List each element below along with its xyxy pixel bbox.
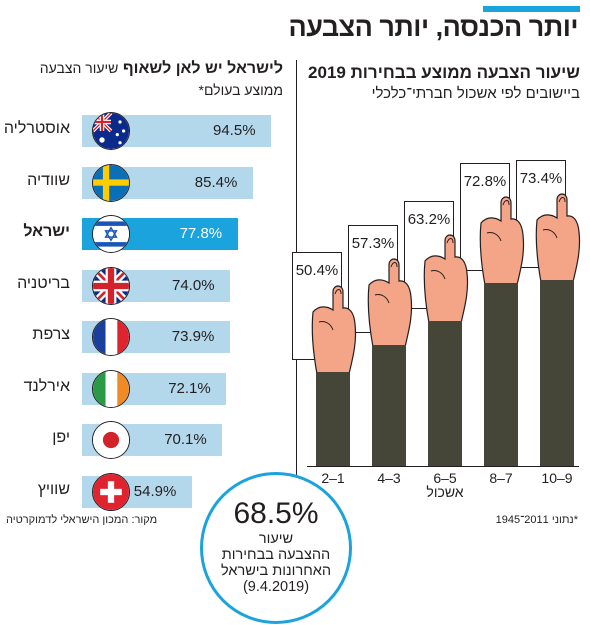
country-value-label: 70.1% (164, 431, 207, 448)
cluster-bar (484, 282, 518, 466)
country-value-label: 54.9% (133, 482, 177, 500)
cluster-axis-title: אשכול (426, 484, 464, 500)
cluster-category-label: 8–7 (489, 470, 513, 486)
cluster-bar (540, 280, 574, 466)
raised-hand-icon (423, 234, 469, 324)
cluster-category-label: 10–9 (541, 470, 573, 486)
cluster-bar (372, 344, 406, 466)
israel-turnout-callout: 68.5% שיעור ההצבעה בבחירות האחרונות בישר… (200, 472, 352, 624)
cluster-category-label: 2–1 (321, 470, 345, 486)
country-value-label: 77.8% (179, 225, 223, 242)
country-name-label: אוסטרליה (3, 120, 70, 137)
country-name-label: שוויץ (37, 480, 70, 498)
country-name-label: בריטניה (17, 274, 70, 292)
left-chart-title: לישראל יש לאן לשאוף שיעור הצבעה (40, 60, 283, 78)
data-years-note: *נתוני 2011־1945 (495, 514, 578, 526)
raised-hand-icon (479, 196, 525, 286)
left-chart-subtitle: ממוצע בעולם* (198, 82, 284, 98)
right-chart-title: שיעור הצבעה ממוצע בבחירות 2019 (308, 63, 580, 82)
country-value-label: 72.1% (168, 379, 211, 397)
country-name-label: ישראל (23, 223, 70, 240)
cluster-category-label: 4–3 (377, 470, 401, 486)
callout-line-1: שיעור (258, 531, 294, 547)
cluster-bar (316, 372, 350, 466)
cluster-bar (428, 321, 462, 466)
cluster-axis-line (307, 466, 579, 467)
sweden-flag (92, 163, 130, 202)
page-title: יותר הכנסה, יותר הצבעה (288, 12, 579, 42)
ireland-flag (92, 369, 130, 408)
country-name-label: יפן (52, 429, 70, 446)
raised-hand-icon (367, 258, 413, 348)
callout-line-3: האחרונות בישראל (220, 563, 332, 579)
uk-flag (92, 266, 130, 305)
australia-flag (92, 112, 130, 150)
raised-hand-icon (311, 285, 357, 375)
country-name-label: צרפת (32, 326, 70, 343)
country-value-label: 94.5% (213, 122, 256, 139)
callout-value: 68.5% (233, 497, 319, 530)
country-name-label: אירלנד (23, 377, 70, 395)
callout-date: (9.4.2019) (242, 579, 310, 595)
israel-flag (92, 215, 130, 253)
switzerland-flag (92, 472, 130, 511)
left-chart-title-rest: שיעור הצבעה (39, 60, 119, 76)
right-chart-subtitle: ביישובים לפי אשכול חברתי־כלכלי (371, 85, 580, 102)
country-name-label: שוודיה (27, 171, 70, 189)
country-value-label: 85.4% (194, 173, 238, 191)
japan-flag (92, 421, 130, 459)
callout-line-2: ההצבעה בבחירות (221, 547, 331, 563)
country-value-label: 73.9% (171, 328, 215, 345)
france-flag (92, 318, 130, 356)
left-chart-title-bold: לישראל יש לאן לשאוף (122, 60, 283, 77)
source-note: מקור: המכון הישראלי לדמוקרטיה (6, 514, 158, 526)
cluster-category-label: 6–5 (433, 470, 457, 486)
country-value-label: 74.0% (172, 276, 215, 294)
title-accent-bar (483, 6, 580, 12)
raised-hand-icon (535, 193, 581, 283)
